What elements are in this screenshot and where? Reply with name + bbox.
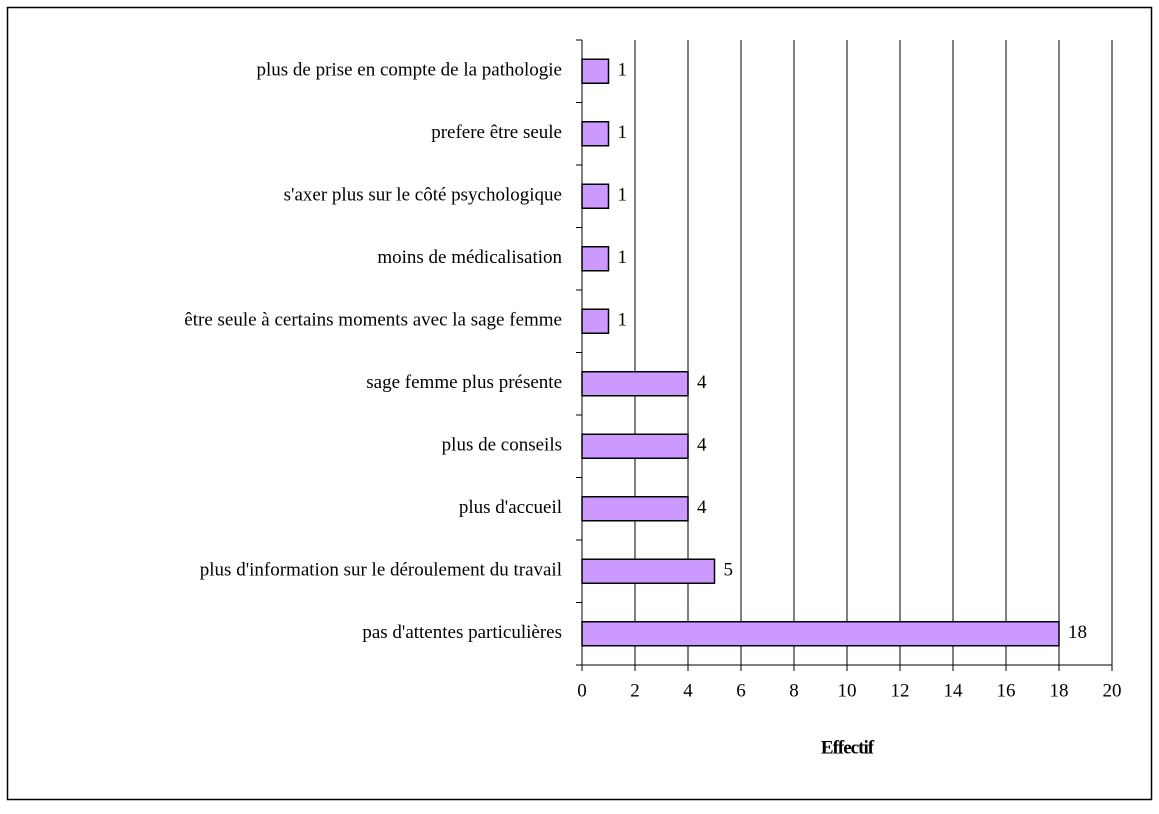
data-label: 4 (697, 497, 707, 518)
bar (581, 246, 610, 272)
data-label: 5 (724, 560, 734, 581)
bar (581, 371, 689, 397)
data-label: 1 (618, 310, 628, 331)
bar (581, 496, 689, 522)
y-tick-label: prefere être seule (431, 122, 562, 143)
x-tick-label: 14 (944, 680, 964, 701)
x-tick-label: 10 (838, 680, 857, 701)
x-tick-label: 20 (1103, 680, 1122, 701)
y-tick-label: plus de conseils (442, 435, 562, 456)
y-tick-label: pas d'attentes particulières (362, 622, 562, 643)
y-tick-label: sage femme plus présente (366, 372, 562, 393)
x-tick-label: 8 (789, 680, 799, 701)
x-tick-label: 18 (1050, 680, 1069, 701)
bar (581, 183, 610, 209)
y-tick-label: s'axer plus sur le côté psychologique (284, 185, 562, 206)
y-tick-label: plus de prise en compte de la pathologie (257, 60, 563, 81)
data-label: 1 (618, 60, 628, 81)
y-tick-label: plus d'accueil (459, 497, 562, 518)
bar (581, 433, 689, 459)
y-tick-label: être seule à certains moments avec la sa… (184, 310, 562, 331)
x-tick-label: 2 (630, 680, 640, 701)
x-tick-label: 6 (736, 680, 746, 701)
data-label: 18 (1068, 622, 1087, 643)
data-label: 4 (697, 435, 707, 456)
bar (581, 308, 610, 334)
y-tick-label: plus d'information sur le déroulement du… (200, 560, 562, 581)
x-tick-label: 12 (891, 680, 910, 701)
bar (581, 121, 610, 147)
x-tick-label: 0 (577, 680, 587, 701)
bar (581, 621, 1060, 647)
x-tick-label: 16 (997, 680, 1016, 701)
data-label: 4 (697, 372, 707, 393)
x-tick-label: 4 (683, 680, 693, 701)
chart-frame (6, 6, 1153, 801)
bar (581, 58, 610, 84)
data-label: 1 (618, 247, 628, 268)
bar (581, 558, 716, 584)
y-tick-label: moins de médicalisation (377, 247, 562, 268)
data-label: 1 (618, 122, 628, 143)
x-axis-label: Effectif (821, 737, 875, 758)
data-label: 1 (618, 185, 628, 206)
